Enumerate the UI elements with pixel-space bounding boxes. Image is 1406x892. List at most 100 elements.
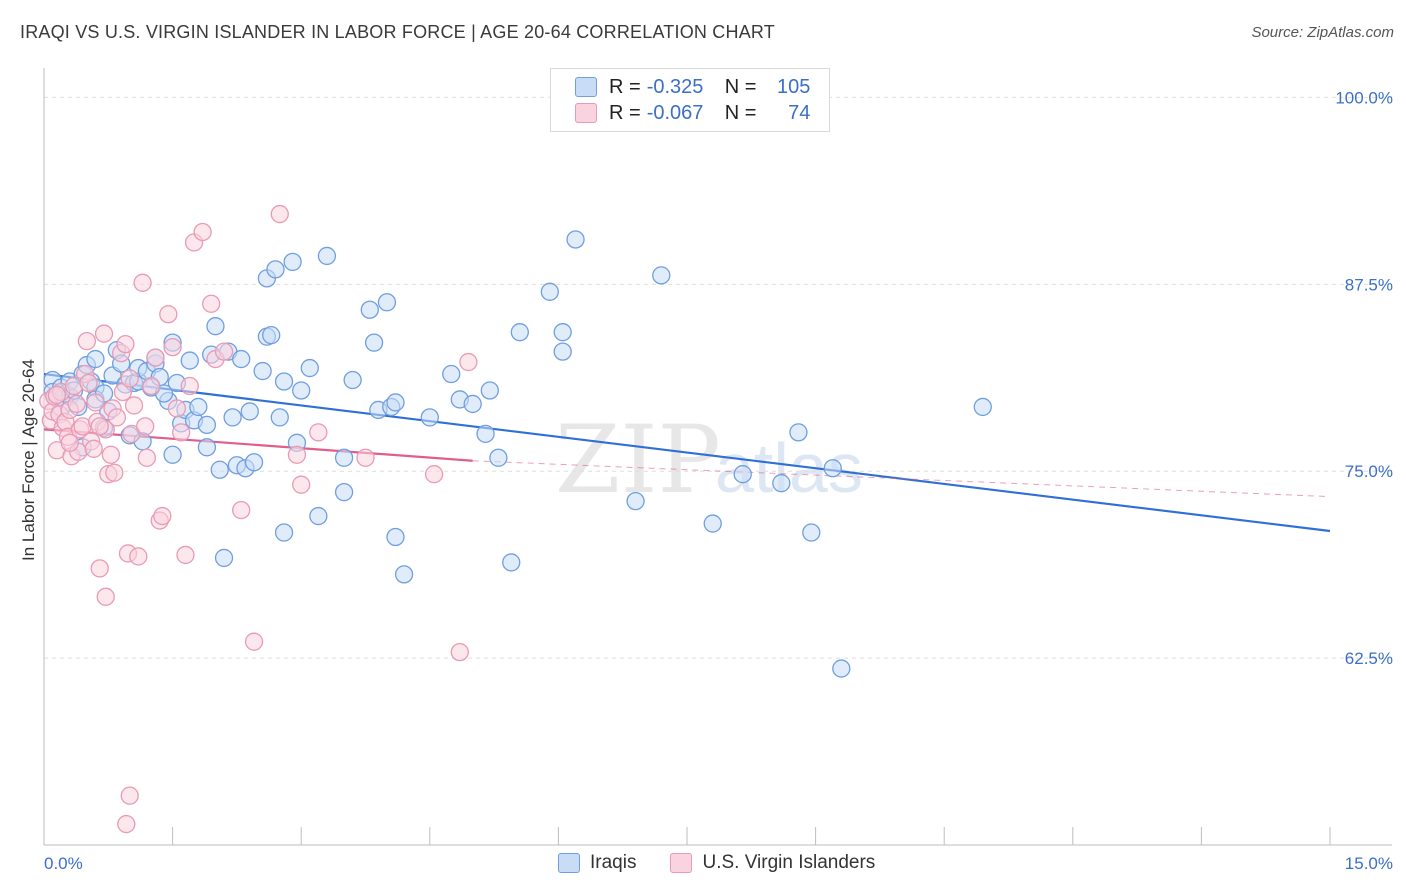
- data-point-iraqis: [386, 393, 405, 412]
- data-point-iraqis: [86, 349, 105, 369]
- data-point-iraqis: [566, 230, 585, 249]
- data-point-iraqis: [772, 474, 791, 493]
- data-point-iraqis: [802, 523, 821, 542]
- data-point-virgin-islanders: [133, 273, 152, 292]
- data-point-virgin-islanders: [105, 463, 124, 482]
- data-point-iraqis: [253, 361, 272, 381]
- legend-row-virgin-islanders: R = -0.067 N = 74: [575, 101, 810, 125]
- data-point-virgin-islanders: [232, 500, 251, 520]
- data-point-iraqis: [240, 402, 259, 421]
- data-point-iraqis: [189, 397, 208, 417]
- legend-swatch-virgin-islanders: [575, 103, 597, 123]
- data-point-virgin-islanders: [153, 506, 172, 526]
- legend-n-value: 74: [788, 101, 811, 124]
- data-point-virgin-islanders: [86, 393, 105, 412]
- x-tick-label: 0.0%: [44, 854, 83, 873]
- data-point-virgin-islanders: [142, 376, 161, 396]
- series-label-iraqis: Iraqis: [590, 852, 637, 873]
- data-point-iraqis: [214, 548, 234, 568]
- series-swatch-virgin-islanders: [670, 853, 693, 873]
- data-point-iraqis: [489, 448, 508, 467]
- data-point-virgin-islanders: [107, 408, 127, 427]
- data-point-iraqis: [832, 659, 851, 678]
- data-point-iraqis: [476, 424, 495, 443]
- data-point-virgin-islanders: [60, 433, 79, 452]
- data-point-virgin-islanders: [172, 423, 191, 442]
- legend-r-value: -0.067: [646, 101, 704, 124]
- data-point-virgin-islanders: [292, 475, 311, 494]
- data-point-virgin-islanders: [120, 786, 139, 805]
- data-point-virgin-islanders: [159, 305, 178, 324]
- data-point-iraqis: [733, 465, 752, 484]
- data-points: [39, 204, 992, 834]
- data-point-virgin-islanders: [424, 465, 444, 484]
- data-point-virgin-islanders: [450, 642, 469, 662]
- data-point-iraqis: [292, 381, 311, 400]
- gridlines: [44, 96, 1392, 659]
- data-point-virgin-islanders: [90, 559, 109, 578]
- legend-r-value: -0.325: [646, 75, 704, 98]
- chart-title: IRAQI VS U.S. VIRGIN ISLANDER IN LABOR F…: [20, 22, 775, 42]
- data-point-virgin-islanders: [146, 348, 165, 367]
- y-tick-label: 87.5%: [1345, 275, 1393, 294]
- data-point-virgin-islanders: [94, 324, 114, 343]
- trend-lines: [43, 372, 1331, 533]
- data-point-iraqis: [377, 293, 397, 312]
- legend-n-value: 105: [777, 75, 811, 98]
- data-point-virgin-islanders: [84, 439, 103, 458]
- data-point-iraqis: [553, 323, 572, 342]
- data-point-iraqis: [317, 246, 337, 266]
- data-point-virgin-islanders: [101, 445, 121, 464]
- data-point-virgin-islanders: [129, 547, 148, 566]
- data-point-iraqis: [244, 453, 264, 472]
- data-point-iraqis: [652, 266, 671, 285]
- data-point-virgin-islanders: [124, 396, 144, 415]
- data-point-iraqis: [262, 326, 281, 345]
- data-point-virgin-islanders: [202, 294, 221, 313]
- legend-r-label: R =: [609, 101, 641, 124]
- correlation-legend: R = -0.325 N = 105 R = -0.067 N = 74: [550, 68, 830, 132]
- data-point-virgin-islanders: [287, 445, 307, 464]
- data-point-iraqis: [274, 523, 294, 542]
- data-point-iraqis: [309, 506, 328, 526]
- data-point-iraqis: [283, 252, 302, 272]
- data-point-virgin-islanders: [309, 423, 328, 442]
- series-legend-item-virgin-islanders[interactable]: U.S. Virgin Islanders: [670, 852, 875, 874]
- data-point-virgin-islanders: [120, 369, 139, 388]
- data-point-iraqis: [206, 317, 225, 336]
- legend-row-iraqis: R = -0.325 N = 105: [575, 75, 810, 99]
- series-legend-item-iraqis[interactable]: Iraqis: [558, 852, 636, 874]
- axes: [43, 68, 1392, 846]
- data-point-iraqis: [163, 445, 182, 464]
- data-point-iraqis: [789, 423, 808, 442]
- data-point-iraqis: [463, 394, 482, 414]
- data-point-virgin-islanders: [176, 545, 195, 565]
- data-point-virgin-islanders: [77, 331, 97, 351]
- data-point-virgin-islanders: [79, 373, 98, 393]
- data-point-virgin-islanders: [214, 342, 234, 361]
- data-point-virgin-islanders: [96, 587, 115, 606]
- legend-swatch-iraqis: [575, 77, 597, 97]
- data-point-virgin-islanders: [136, 417, 155, 436]
- data-point-iraqis: [360, 300, 379, 319]
- trend-line-virgin-islanders-extension: [472, 460, 1331, 498]
- series-legend: Iraqis U.S. Virgin Islanders: [558, 852, 909, 874]
- data-point-iraqis: [394, 565, 414, 584]
- data-point-virgin-islanders: [90, 417, 109, 436]
- data-point-iraqis: [334, 483, 354, 502]
- data-point-iraqis: [973, 397, 992, 417]
- data-point-virgin-islanders: [193, 222, 212, 242]
- x-tick-label: 15.0%: [1345, 854, 1393, 873]
- y-tick-label: 100.0%: [1335, 88, 1393, 107]
- data-point-iraqis: [274, 372, 294, 391]
- data-point-iraqis: [334, 448, 354, 467]
- data-point-virgin-islanders: [163, 337, 182, 357]
- trend-line-iraqis: [43, 372, 1331, 533]
- data-point-iraqis: [540, 282, 559, 301]
- data-point-iraqis: [210, 460, 229, 479]
- data-point-virgin-islanders: [67, 394, 86, 414]
- source-label: Source: ZipAtlas.com: [1251, 24, 1394, 41]
- data-point-iraqis: [420, 408, 439, 427]
- data-point-iraqis: [266, 260, 285, 279]
